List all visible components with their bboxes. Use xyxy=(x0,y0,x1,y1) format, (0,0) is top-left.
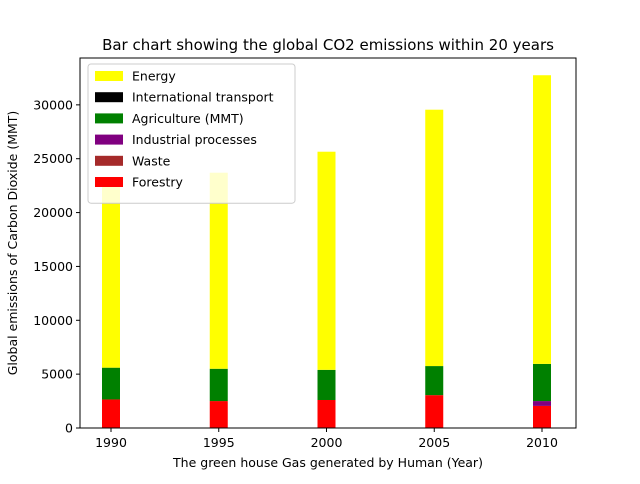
legend-label-energy: Energy xyxy=(132,69,176,84)
bar-forestry-1990 xyxy=(102,399,120,428)
y-tick-label: 30000 xyxy=(33,97,73,112)
legend: Energy International transport Agriculture… xyxy=(87,63,296,204)
bar-agriculture-mmt-2000 xyxy=(317,369,336,400)
legend-label-waste: Waste xyxy=(132,153,171,168)
chart-title: Bar chart showing the global CO2 emissio… xyxy=(102,36,554,54)
x-tick-label: 2010 xyxy=(526,435,558,450)
y-tick-label: 25000 xyxy=(33,151,73,166)
bar-energy-2005 xyxy=(425,109,444,367)
x-tick-label: 1995 xyxy=(203,435,235,450)
bar-agriculture-mmt-1995 xyxy=(209,368,228,402)
y-tick-label: 20000 xyxy=(33,205,73,220)
y-tick-label: 5000 xyxy=(41,367,73,382)
y-axis-label: Global emissions of Carbon Dioxide (MMT) xyxy=(5,111,20,376)
legend-swatch-international-transport xyxy=(95,92,123,103)
bar-forestry-2005 xyxy=(425,395,444,428)
legend-label-international-transport: International transport xyxy=(132,90,274,105)
legend-label-forestry: Forestry xyxy=(132,175,183,190)
bar-forestry-2000 xyxy=(317,399,336,428)
legend-swatch-waste xyxy=(95,155,123,166)
x-axis-label: The green house Gas generated by Human (… xyxy=(172,455,483,470)
y-tick-label: 0 xyxy=(65,421,73,436)
bar-energy-1995 xyxy=(209,172,228,369)
legend-swatch-industrial-processes xyxy=(95,134,123,145)
legend-swatch-agriculture-mmt xyxy=(95,113,123,124)
bar-energy-2010 xyxy=(533,75,551,364)
bar-forestry-2010 xyxy=(533,405,551,428)
legend-swatch-forestry xyxy=(95,177,123,187)
bar-energy-1990 xyxy=(102,180,120,368)
y-tick-label: 10000 xyxy=(33,313,73,328)
bar-forestry-1995 xyxy=(209,401,228,428)
bar-agriculture-mmt-2005 xyxy=(425,366,444,396)
x-tick-label: 2005 xyxy=(418,435,450,450)
legend-label-industrial-processes: Industrial processes xyxy=(132,132,257,147)
x-tick-label: 2000 xyxy=(311,435,343,450)
legend-label-agriculture-mmt: Agriculture (MMT) xyxy=(132,111,244,126)
bar-industrial-processes-2010 xyxy=(533,401,551,406)
bar-agriculture-mmt-1990 xyxy=(102,367,120,400)
legend-swatch-energy xyxy=(95,71,123,81)
bar-energy-2000 xyxy=(317,151,336,370)
legend-box xyxy=(87,63,296,204)
x-tick-label: 1990 xyxy=(95,435,127,450)
plot-frame xyxy=(79,57,577,429)
y-tick-label: 15000 xyxy=(33,259,73,274)
bar-agriculture-mmt-2010 xyxy=(533,363,551,402)
